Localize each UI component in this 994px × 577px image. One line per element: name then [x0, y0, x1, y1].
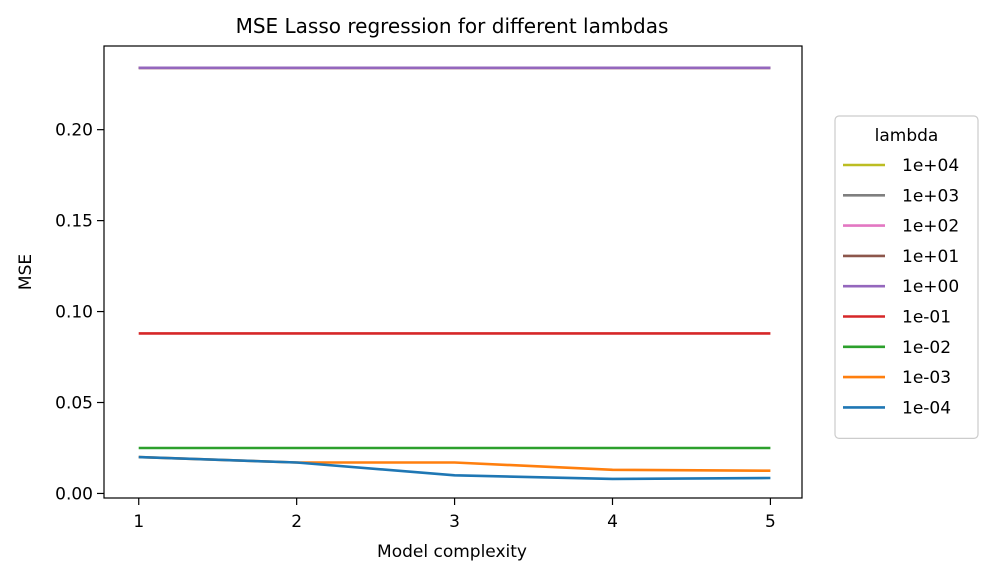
legend-label-1e-01: 1e-01 [902, 308, 951, 328]
legend-label-1e+04: 1e+04 [902, 156, 959, 176]
plot-area: 1 2 3 4 5 0.00 0.05 0.10 0.15 0.20 [55, 45, 803, 532]
chart-title: MSE Lasso regression for different lambd… [236, 14, 669, 38]
x-tick-label: 1 [133, 512, 144, 532]
legend-title: lambda [875, 126, 939, 146]
legend-label-1e-04: 1e-04 [902, 398, 951, 418]
series-line-1e-04 [138, 455, 771, 481]
axes-frame [103, 45, 803, 499]
legend-label-1e+00: 1e+00 [902, 277, 959, 297]
x-tick-label: 2 [291, 512, 302, 532]
x-axis-title: Model complexity [377, 542, 527, 562]
y-tick-label: 0.15 [55, 212, 93, 232]
legend: lambda 1e+04 1e+03 1e+02 1e+01 1e+00 1e-01 1e-0… [834, 115, 979, 439]
y-tick-label: 0.00 [55, 484, 93, 504]
legend-label-1e+03: 1e+03 [902, 186, 959, 206]
x-tick-label: 4 [607, 512, 618, 532]
legend-label-1e-03: 1e-03 [902, 368, 951, 388]
x-tick-label: 3 [449, 512, 460, 532]
y-tick-label: 0.20 [55, 121, 93, 141]
y-tick-label: 0.10 [55, 303, 93, 323]
legend-label-1e+02: 1e+02 [902, 217, 959, 237]
x-tick-label: 5 [765, 512, 776, 532]
y-tick-label: 0.05 [55, 394, 93, 414]
y-axis-title: MSE [16, 254, 36, 290]
legend-label-1e-02: 1e-02 [902, 338, 951, 358]
legend-label-1e+01: 1e+01 [902, 247, 959, 267]
